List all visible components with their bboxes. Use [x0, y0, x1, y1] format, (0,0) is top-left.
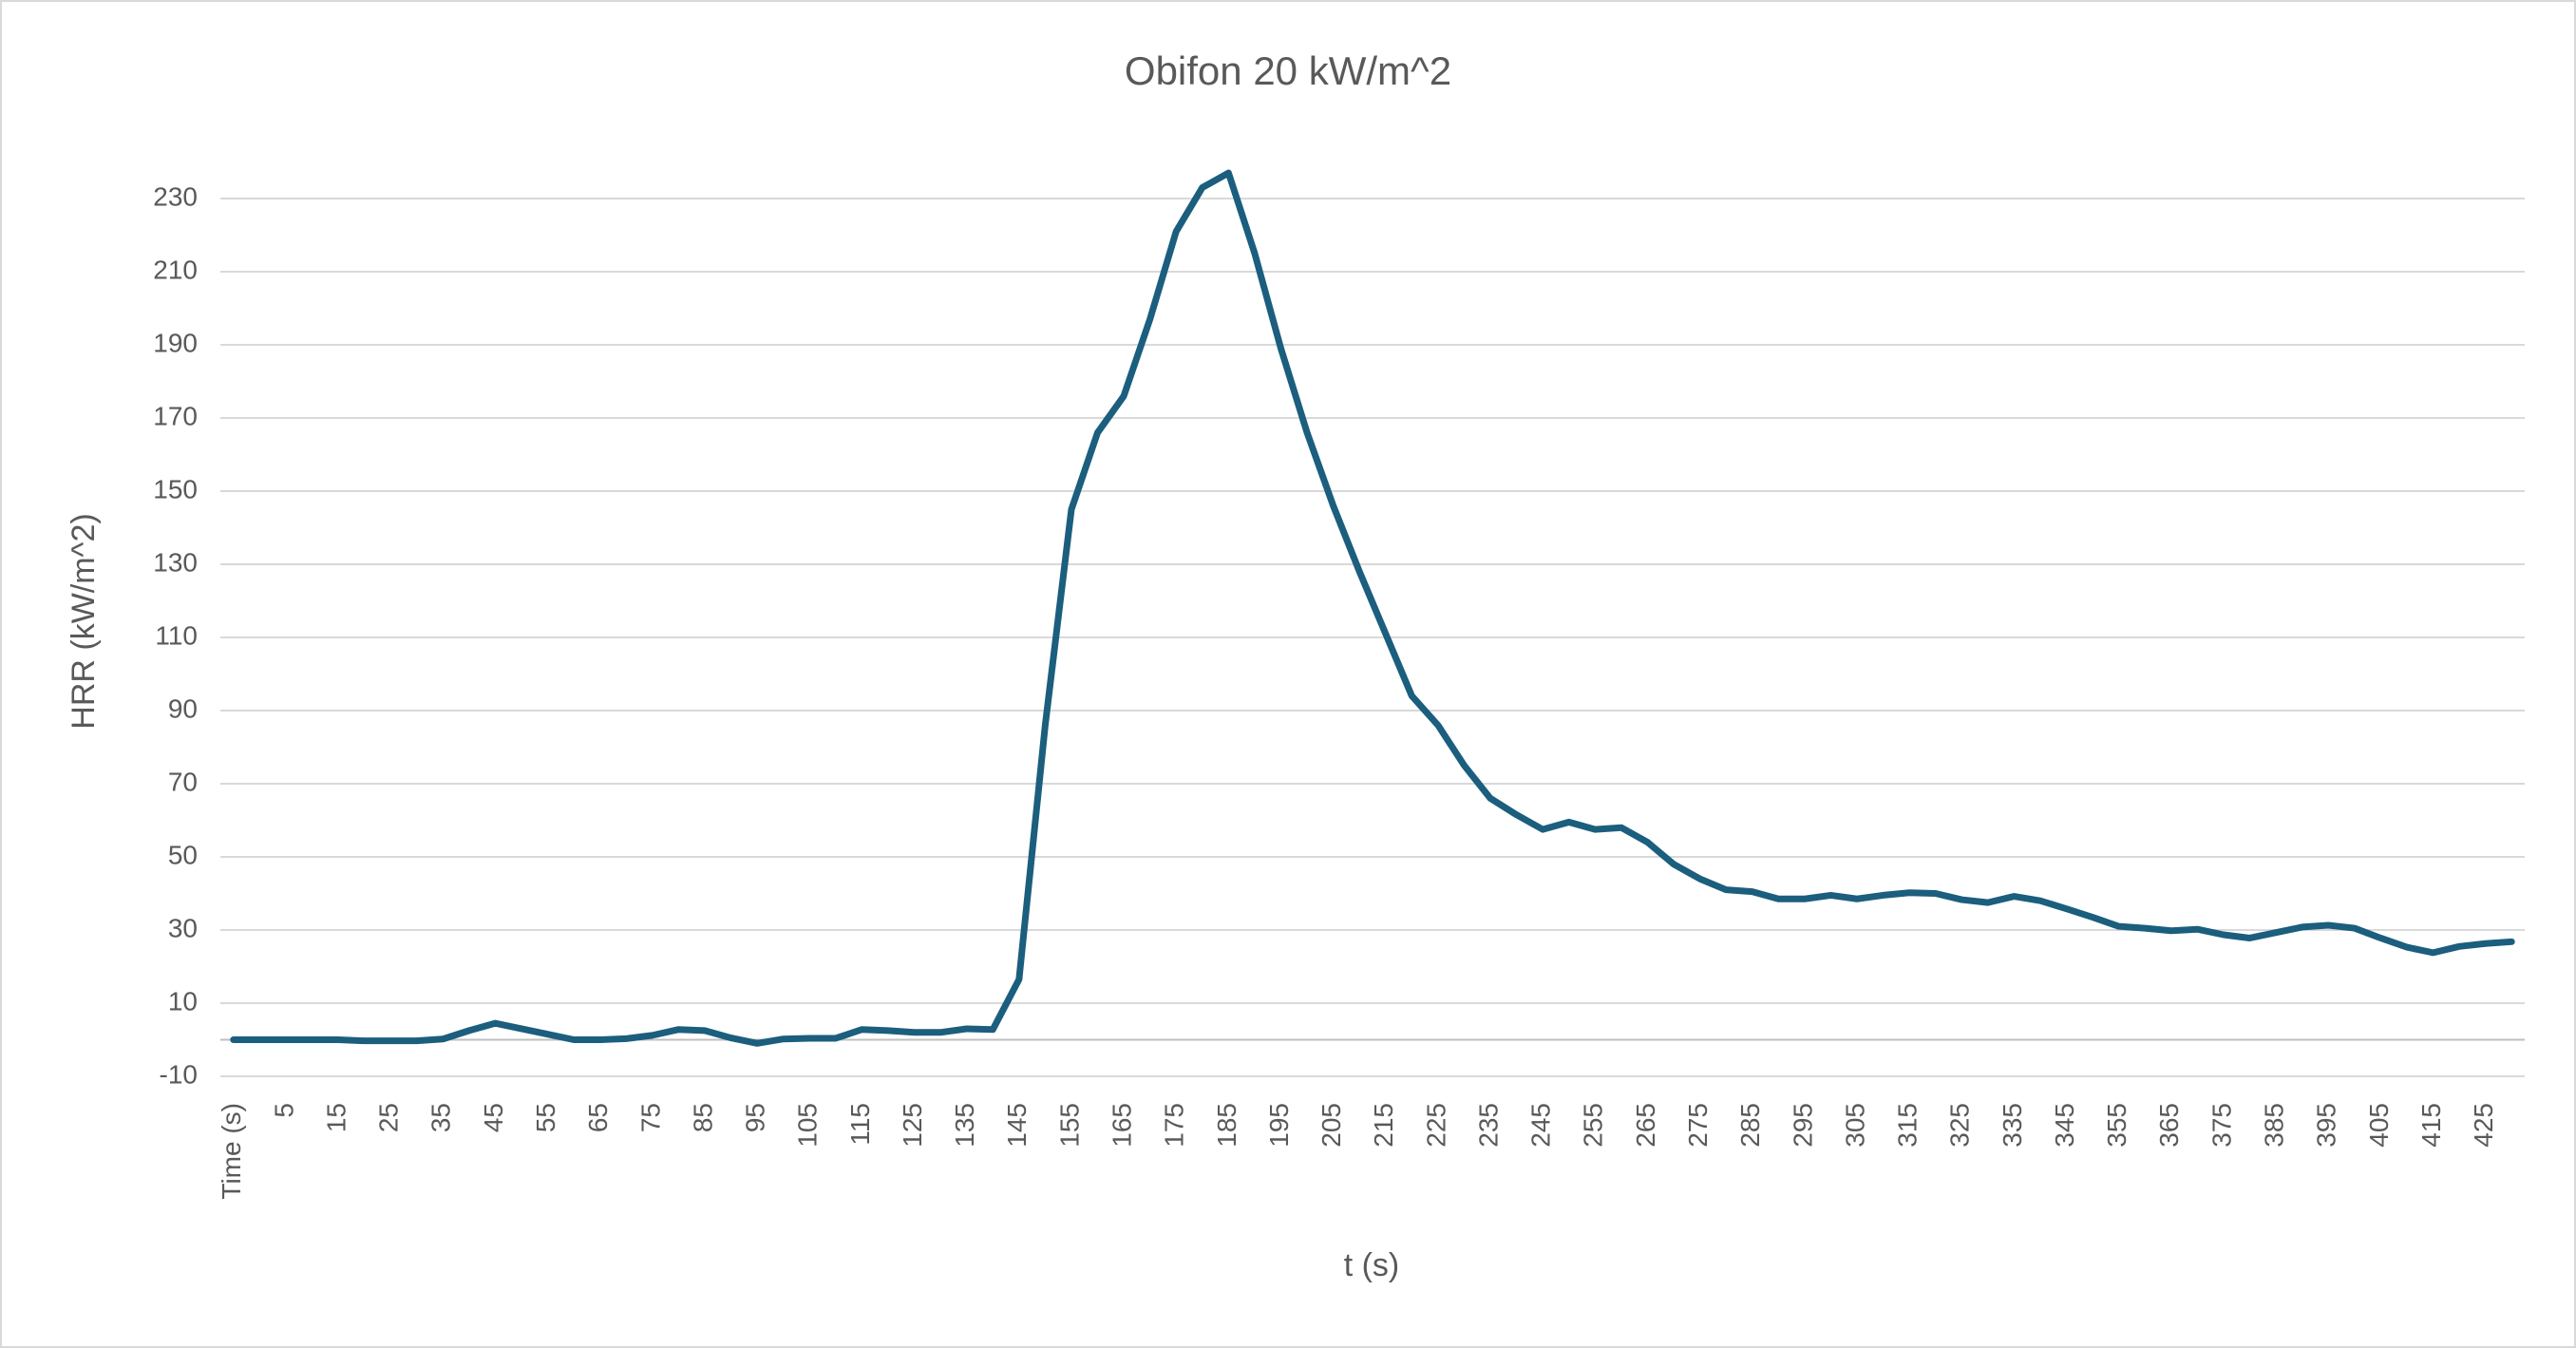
x-tick-label: 375	[2207, 1103, 2236, 1148]
x-tick-label: 145	[1002, 1103, 1032, 1148]
x-tick-label: 425	[2469, 1103, 2498, 1148]
x-tick-label: 35	[426, 1103, 456, 1132]
x-tick-label: 255	[1579, 1103, 1608, 1148]
x-tick-label: 195	[1264, 1103, 1294, 1148]
y-tick-label: 70	[168, 767, 198, 796]
x-tick-label: 135	[950, 1103, 979, 1148]
x-tick-label: 205	[1316, 1103, 1346, 1148]
x-tick-label: 115	[845, 1103, 875, 1146]
x-tick-label: 315	[1893, 1103, 1923, 1148]
x-axis-title: t (s)	[1344, 1247, 1400, 1283]
y-tick-label: 110	[155, 620, 198, 650]
x-tick-label: 95	[741, 1103, 770, 1132]
x-tick-label: 15	[321, 1103, 350, 1132]
y-tick-label: 50	[168, 840, 198, 869]
y-axis-title: HRR (kW/m^2)	[66, 513, 102, 729]
x-tick-label: 155	[1054, 1103, 1084, 1148]
y-tick-label: -10	[160, 1059, 198, 1089]
x-tick-label: 55	[531, 1103, 560, 1132]
x-tick-label: 185	[1212, 1103, 1241, 1148]
x-tick-label: 25	[374, 1103, 404, 1132]
x-tick-label: 105	[793, 1103, 823, 1148]
x-tick-label: 395	[2312, 1103, 2341, 1148]
x-tick-label: 45	[479, 1103, 508, 1132]
x-tick-label: 385	[2259, 1103, 2288, 1148]
x-tick-label: 355	[2102, 1103, 2131, 1148]
x-tick-label: 65	[583, 1103, 613, 1132]
y-tick-label: 170	[153, 401, 198, 430]
x-tick-label: 405	[2364, 1103, 2394, 1148]
x-tick-label: 165	[1107, 1103, 1136, 1148]
x-tick-label: 75	[635, 1103, 665, 1132]
y-tick-label: 130	[153, 547, 198, 577]
x-tick-label: 345	[2050, 1103, 2079, 1148]
x-tick-label: 415	[2416, 1103, 2446, 1148]
x-tick-label: 235	[1473, 1103, 1503, 1148]
x-tick-label: 245	[1526, 1103, 1556, 1148]
x-tick-label: 215	[1369, 1103, 1398, 1148]
x-tick-label: Time (s)	[217, 1103, 246, 1200]
x-tick-label: 125	[898, 1103, 927, 1148]
y-tick-label: 230	[153, 181, 198, 211]
y-tick-label: 90	[168, 693, 198, 723]
y-tick-label: 10	[168, 986, 198, 1016]
y-tick-label: 190	[153, 328, 198, 357]
x-tick-label: 5	[269, 1103, 298, 1118]
x-tick-label: 285	[1735, 1103, 1765, 1148]
y-tick-label: 30	[168, 913, 198, 942]
x-tick-label: 365	[2154, 1103, 2184, 1148]
x-tick-label: 335	[1998, 1103, 2027, 1148]
x-tick-label: 225	[1421, 1103, 1450, 1148]
x-tick-label: 275	[1683, 1103, 1713, 1148]
chart-title: Obifon 20 kW/m^2	[1125, 48, 1451, 93]
x-tick-label: 325	[1945, 1103, 1975, 1148]
y-tick-label: 150	[153, 474, 198, 503]
x-tick-label: 265	[1631, 1103, 1660, 1148]
y-tick-label: 210	[153, 255, 198, 284]
x-tick-label: 175	[1160, 1103, 1189, 1148]
data-line	[230, 169, 2515, 1047]
x-tick-label: 305	[1840, 1103, 1869, 1148]
x-tick-label: 85	[688, 1103, 717, 1132]
x-tick-label: 295	[1788, 1103, 1817, 1148]
